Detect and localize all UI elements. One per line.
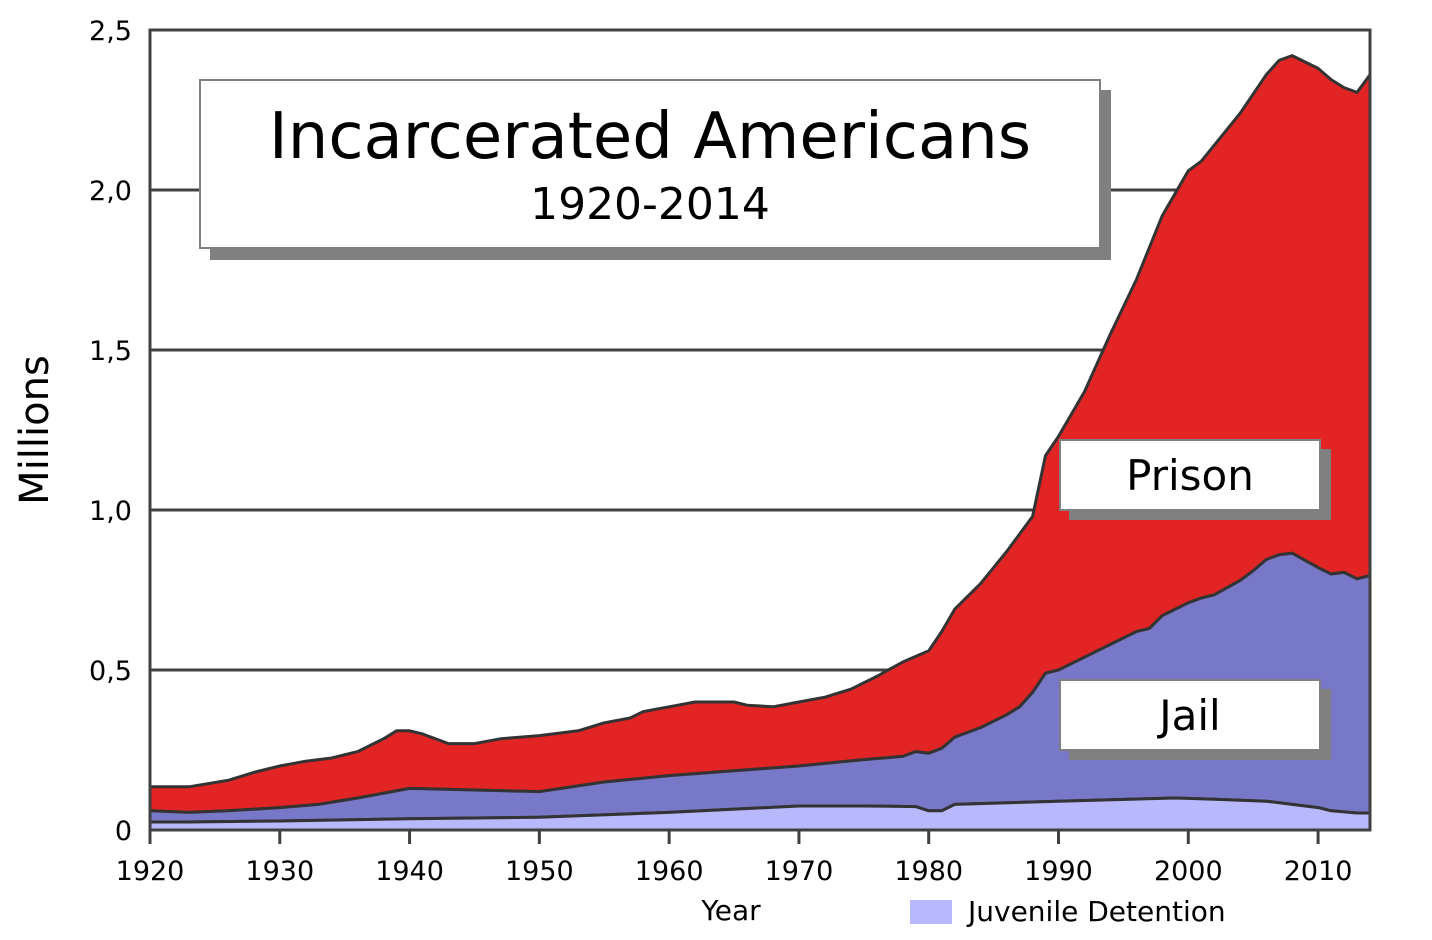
title-box: Incarcerated Americans 1920-2014 xyxy=(199,79,1111,260)
x-tick-label: 1970 xyxy=(765,856,834,887)
x-tick-label: 1950 xyxy=(505,856,574,887)
y-tick-label: 1,0 xyxy=(89,496,132,527)
x-tick-label: 2000 xyxy=(1154,856,1223,887)
title-box-panel xyxy=(199,79,1101,249)
jail-label: Jail xyxy=(1156,691,1220,740)
x-tick-label: 1980 xyxy=(894,856,963,887)
chart-title: Incarcerated Americans xyxy=(269,100,1031,174)
y-axis-title: Millions xyxy=(12,355,58,505)
y-tick-label: 1,5 xyxy=(89,336,132,367)
jail-label-panel xyxy=(1059,679,1321,751)
x-tick-label: 1930 xyxy=(245,856,314,887)
y-tick-label: 0,5 xyxy=(89,656,132,687)
y-tick-label: 2,0 xyxy=(89,176,132,207)
prison-label-panel xyxy=(1059,439,1321,511)
x-tick-label: 1920 xyxy=(116,856,185,887)
area-juvenile-detention xyxy=(148,796,1372,832)
legend: Juvenile Detention xyxy=(910,895,1226,928)
chart-subtitle: 1920-2014 xyxy=(530,179,770,230)
x-tick-label: 2010 xyxy=(1284,856,1353,887)
area-series xyxy=(148,54,1372,832)
x-axis: 1920 1930 1940 1950 1960 1970 1980 1990 2000 2010 xyxy=(116,830,1353,887)
plot-frame xyxy=(148,28,1372,832)
x-tick-label: 1940 xyxy=(375,856,444,887)
x-tick-label: 1960 xyxy=(635,856,704,887)
y-tick-label: 2,5 xyxy=(89,16,132,47)
legend-label-juvenile-detention: Juvenile Detention xyxy=(966,895,1226,928)
x-axis-title: Year xyxy=(700,894,761,927)
x-tick-label: 1990 xyxy=(1024,856,1093,887)
prison-label-box: Prison xyxy=(1059,439,1331,520)
prison-label: Prison xyxy=(1126,451,1254,500)
y-axis: 0 0,5 1,0 1,5 2,0 2,5 xyxy=(89,16,132,847)
y-tick-label: 0 xyxy=(115,816,132,847)
jail-label-box: Jail xyxy=(1059,679,1331,760)
legend-swatch-juvenile-detention xyxy=(910,900,952,924)
